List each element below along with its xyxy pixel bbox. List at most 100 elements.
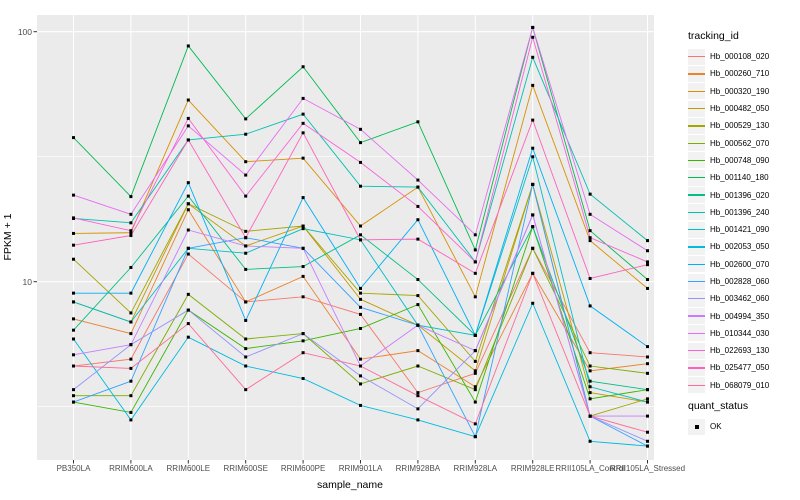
data-point — [646, 355, 649, 359]
data-point — [72, 216, 75, 220]
data-point — [588, 229, 592, 233]
legend-item: Hb_002053_050 — [688, 238, 769, 255]
legend-key — [688, 117, 705, 134]
data-point — [588, 369, 592, 373]
legend-item-label: OK — [710, 422, 722, 432]
data-point — [416, 178, 420, 182]
x-tick-label-RRIM600LE: RRIM600LE — [166, 464, 211, 473]
data-point — [186, 194, 190, 198]
data-point — [301, 332, 305, 336]
legend-key — [688, 308, 705, 325]
legend-items: Hb_000108_020 Hb_000260_710 Hb_000320_190 H… — [688, 48, 769, 394]
legend-item-label: Hb_002828_060 — [710, 277, 770, 286]
data-point — [301, 96, 305, 100]
data-point — [72, 257, 75, 261]
legend-line-swatch-icon — [688, 246, 705, 248]
data-point — [244, 267, 248, 271]
legend-line-swatch-icon — [688, 315, 705, 317]
data-point — [646, 397, 649, 401]
data-point — [359, 233, 362, 237]
data-point — [416, 303, 420, 307]
data-point — [129, 410, 133, 414]
data-point — [186, 292, 190, 296]
data-point — [416, 391, 420, 395]
data-point — [129, 357, 133, 361]
plot-panel — [37, 15, 654, 460]
data-point — [646, 263, 649, 267]
data-point — [646, 260, 649, 264]
legend-item-label: Hb_000529_130 — [710, 121, 770, 131]
y-tick-label: 100 — [17, 26, 32, 37]
legend-item: Hb_000108_020 — [688, 48, 769, 65]
data-point — [359, 160, 362, 164]
legend-item: Hb_001140_180 — [688, 169, 769, 186]
data-point — [244, 318, 248, 322]
legend-item: Hb_010344_030 — [688, 325, 769, 342]
data-point — [359, 184, 362, 188]
data-point — [301, 156, 305, 160]
data-point — [72, 317, 75, 321]
data-point — [646, 239, 649, 243]
legend-item-label: Hb_000108_020 — [710, 52, 770, 62]
data-point — [186, 124, 190, 128]
legend-key — [688, 169, 705, 186]
data-point — [244, 388, 248, 392]
data-point — [473, 349, 477, 353]
data-point — [473, 248, 477, 252]
legend-line-swatch-icon — [688, 350, 705, 352]
data-point — [646, 362, 649, 366]
data-point — [416, 218, 420, 222]
data-point — [473, 233, 477, 237]
data-point — [129, 343, 133, 347]
legend-item-label: Hb_025477_050 — [710, 363, 770, 373]
legend-item: Hb_000260_710 — [688, 65, 769, 82]
data-point — [646, 249, 649, 253]
data-point — [301, 224, 305, 228]
data-point — [72, 328, 75, 332]
data-point — [359, 127, 362, 131]
data-point — [186, 44, 190, 48]
data-point — [301, 295, 305, 299]
legend-line-swatch-icon — [688, 263, 705, 265]
legend-item: Hb_001396_020 — [688, 186, 770, 204]
legend-line-swatch-icon — [688, 211, 705, 213]
legend-line-swatch-icon — [688, 125, 705, 127]
data-point — [72, 243, 75, 247]
legend-line-swatch-icon — [688, 229, 705, 231]
legend-key — [688, 65, 705, 82]
x-tick-label-RRIM600SE: RRIM600SE — [223, 464, 268, 473]
data-point — [129, 311, 133, 315]
x-tick-label-RRII105LA_Control: RRII105LA_Control — [555, 464, 625, 473]
data-point — [186, 202, 190, 206]
data-point — [359, 312, 362, 316]
legend-key — [688, 135, 705, 152]
legend-key — [688, 418, 705, 435]
legend-item: Hb_004994_350 — [688, 307, 769, 325]
data-point — [588, 414, 592, 418]
data-point — [588, 439, 592, 443]
data-point — [72, 394, 75, 398]
data-point — [129, 332, 133, 336]
data-point — [129, 418, 133, 422]
x-tick-label-PB350LA: PB350LA — [56, 464, 91, 473]
data-point — [473, 295, 477, 299]
data-point — [301, 377, 305, 381]
data-point — [359, 238, 362, 242]
data-point — [301, 65, 305, 69]
legend-line-swatch-icon — [688, 90, 705, 92]
legend-item: Hb_002600_070 — [688, 256, 769, 273]
legend-key — [688, 256, 705, 273]
data-point — [301, 112, 305, 116]
data-point — [416, 349, 420, 353]
data-point — [186, 116, 190, 120]
data-point — [301, 246, 305, 250]
data-point — [186, 322, 190, 326]
data-point — [186, 181, 190, 185]
legend-item-label: Hb_000320_190 — [710, 86, 770, 96]
data-point — [359, 141, 362, 145]
data-point — [531, 155, 535, 159]
data-point — [531, 301, 535, 305]
data-point — [129, 221, 133, 225]
legend-item-label: Hb_001396_020 — [710, 190, 770, 200]
data-point — [72, 353, 75, 357]
